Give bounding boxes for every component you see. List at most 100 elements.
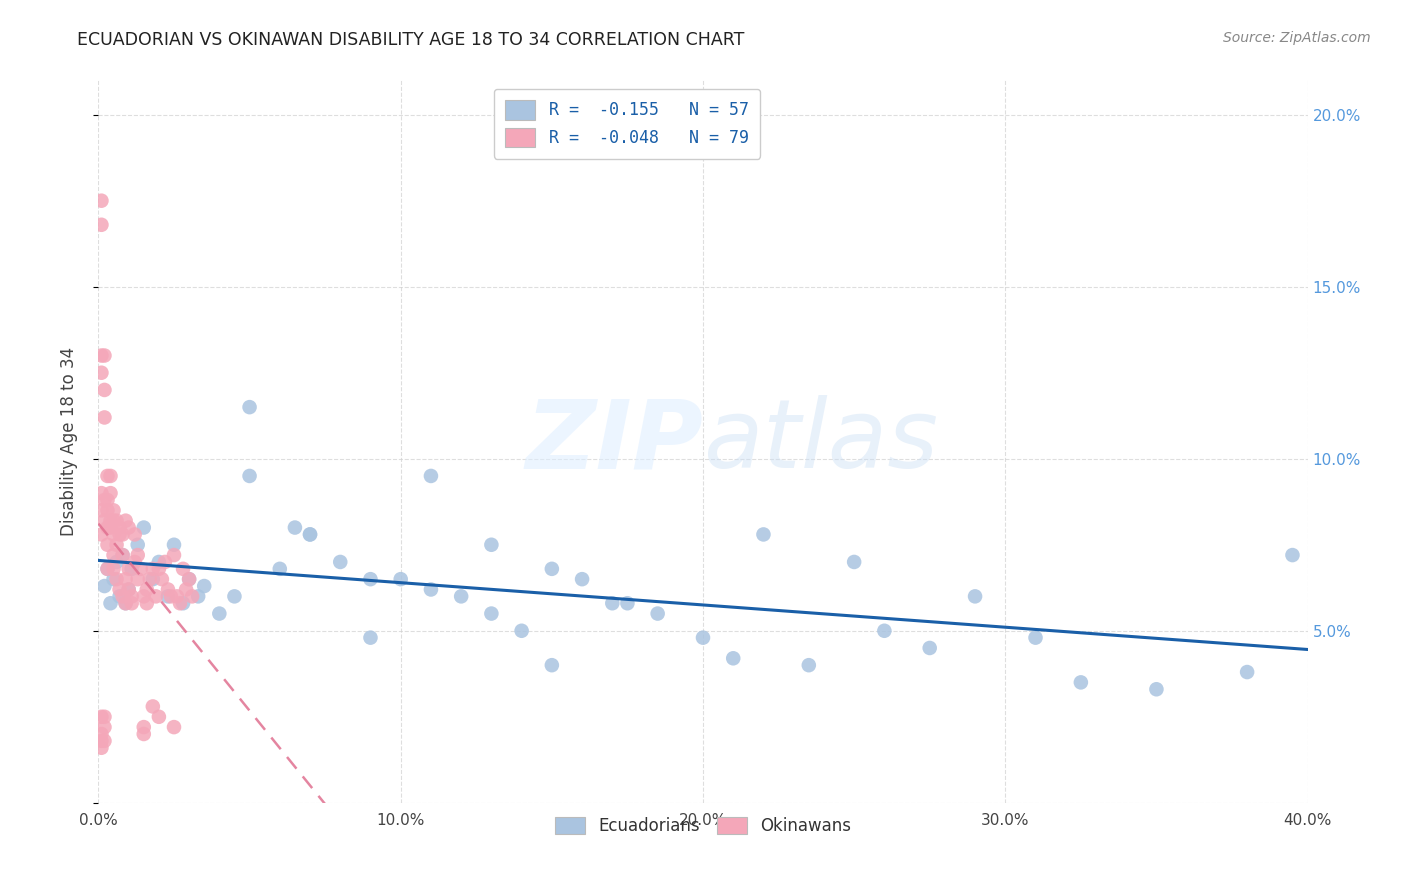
Point — [224, 590, 246, 604]
Point — [166, 590, 188, 604]
Point — [284, 520, 307, 534]
Point — [103, 527, 125, 541]
Point — [103, 548, 125, 562]
Point — [93, 514, 115, 528]
Point — [481, 538, 503, 552]
Point — [90, 734, 112, 748]
Point — [540, 562, 562, 576]
Point — [616, 596, 638, 610]
Point — [179, 572, 201, 586]
Point — [90, 727, 112, 741]
Point — [105, 555, 128, 569]
Point — [118, 520, 141, 534]
Point — [299, 527, 322, 541]
Text: ECUADORIAN VS OKINAWAN DISABILITY AGE 18 TO 34 CORRELATION CHART: ECUADORIAN VS OKINAWAN DISABILITY AGE 18… — [77, 31, 745, 49]
Point — [100, 486, 122, 500]
Point — [108, 527, 131, 541]
Point — [127, 572, 149, 586]
Point — [174, 582, 197, 597]
Point — [723, 651, 745, 665]
Point — [127, 548, 149, 562]
Point — [90, 194, 112, 208]
Point — [145, 590, 167, 604]
Point — [148, 555, 170, 569]
Point — [90, 349, 112, 363]
Point — [103, 562, 125, 576]
Point — [124, 555, 146, 569]
Point — [93, 720, 115, 734]
Point — [160, 590, 183, 604]
Point — [121, 596, 143, 610]
Point — [132, 727, 155, 741]
Point — [103, 503, 125, 517]
Point — [105, 514, 128, 528]
Text: ZIP: ZIP — [524, 395, 703, 488]
Point — [420, 582, 443, 597]
Point — [510, 624, 533, 638]
Point — [142, 572, 165, 586]
Point — [193, 579, 215, 593]
Point — [114, 596, 136, 610]
Point — [114, 596, 136, 610]
Point — [93, 410, 115, 425]
Point — [96, 562, 118, 576]
Point — [135, 582, 157, 597]
Point — [797, 658, 820, 673]
Point — [118, 562, 141, 576]
Point — [1024, 631, 1046, 645]
Point — [181, 590, 204, 604]
Point — [100, 520, 122, 534]
Point — [96, 562, 118, 576]
Point — [148, 710, 170, 724]
Point — [90, 366, 112, 380]
Point — [121, 590, 143, 604]
Point — [163, 548, 186, 562]
Point — [602, 596, 624, 610]
Text: Source: ZipAtlas.com: Source: ZipAtlas.com — [1223, 31, 1371, 45]
Point — [108, 582, 131, 597]
Point — [360, 572, 382, 586]
Point — [647, 607, 669, 621]
Point — [163, 720, 186, 734]
Point — [96, 493, 118, 508]
Point — [96, 503, 118, 517]
Point — [172, 596, 194, 610]
Point — [93, 349, 115, 363]
Point — [169, 596, 191, 610]
Point — [187, 590, 209, 604]
Point — [172, 562, 194, 576]
Point — [111, 548, 134, 562]
Point — [124, 527, 146, 541]
Point — [127, 538, 149, 552]
Point — [239, 400, 262, 414]
Point — [389, 572, 412, 586]
Point — [90, 503, 112, 517]
Point — [90, 486, 112, 500]
Point — [873, 624, 896, 638]
Point — [481, 607, 503, 621]
Text: atlas: atlas — [703, 395, 938, 488]
Point — [114, 514, 136, 528]
Point — [100, 514, 122, 528]
Point — [96, 520, 118, 534]
Point — [360, 631, 382, 645]
Point — [965, 590, 987, 604]
Point — [132, 520, 155, 534]
Point — [100, 469, 122, 483]
Point — [135, 596, 157, 610]
Point — [103, 572, 125, 586]
Point — [90, 710, 112, 724]
Point — [118, 582, 141, 597]
Point — [111, 590, 134, 604]
Point — [105, 572, 128, 586]
Point — [1236, 665, 1258, 679]
Point — [93, 734, 115, 748]
Point — [139, 572, 162, 586]
Point — [540, 658, 562, 673]
Point — [1144, 682, 1167, 697]
Y-axis label: Disability Age 18 to 34: Disability Age 18 to 34 — [59, 347, 77, 536]
Point — [93, 493, 115, 508]
Point — [692, 631, 714, 645]
Point — [1281, 548, 1303, 562]
Point — [420, 469, 443, 483]
